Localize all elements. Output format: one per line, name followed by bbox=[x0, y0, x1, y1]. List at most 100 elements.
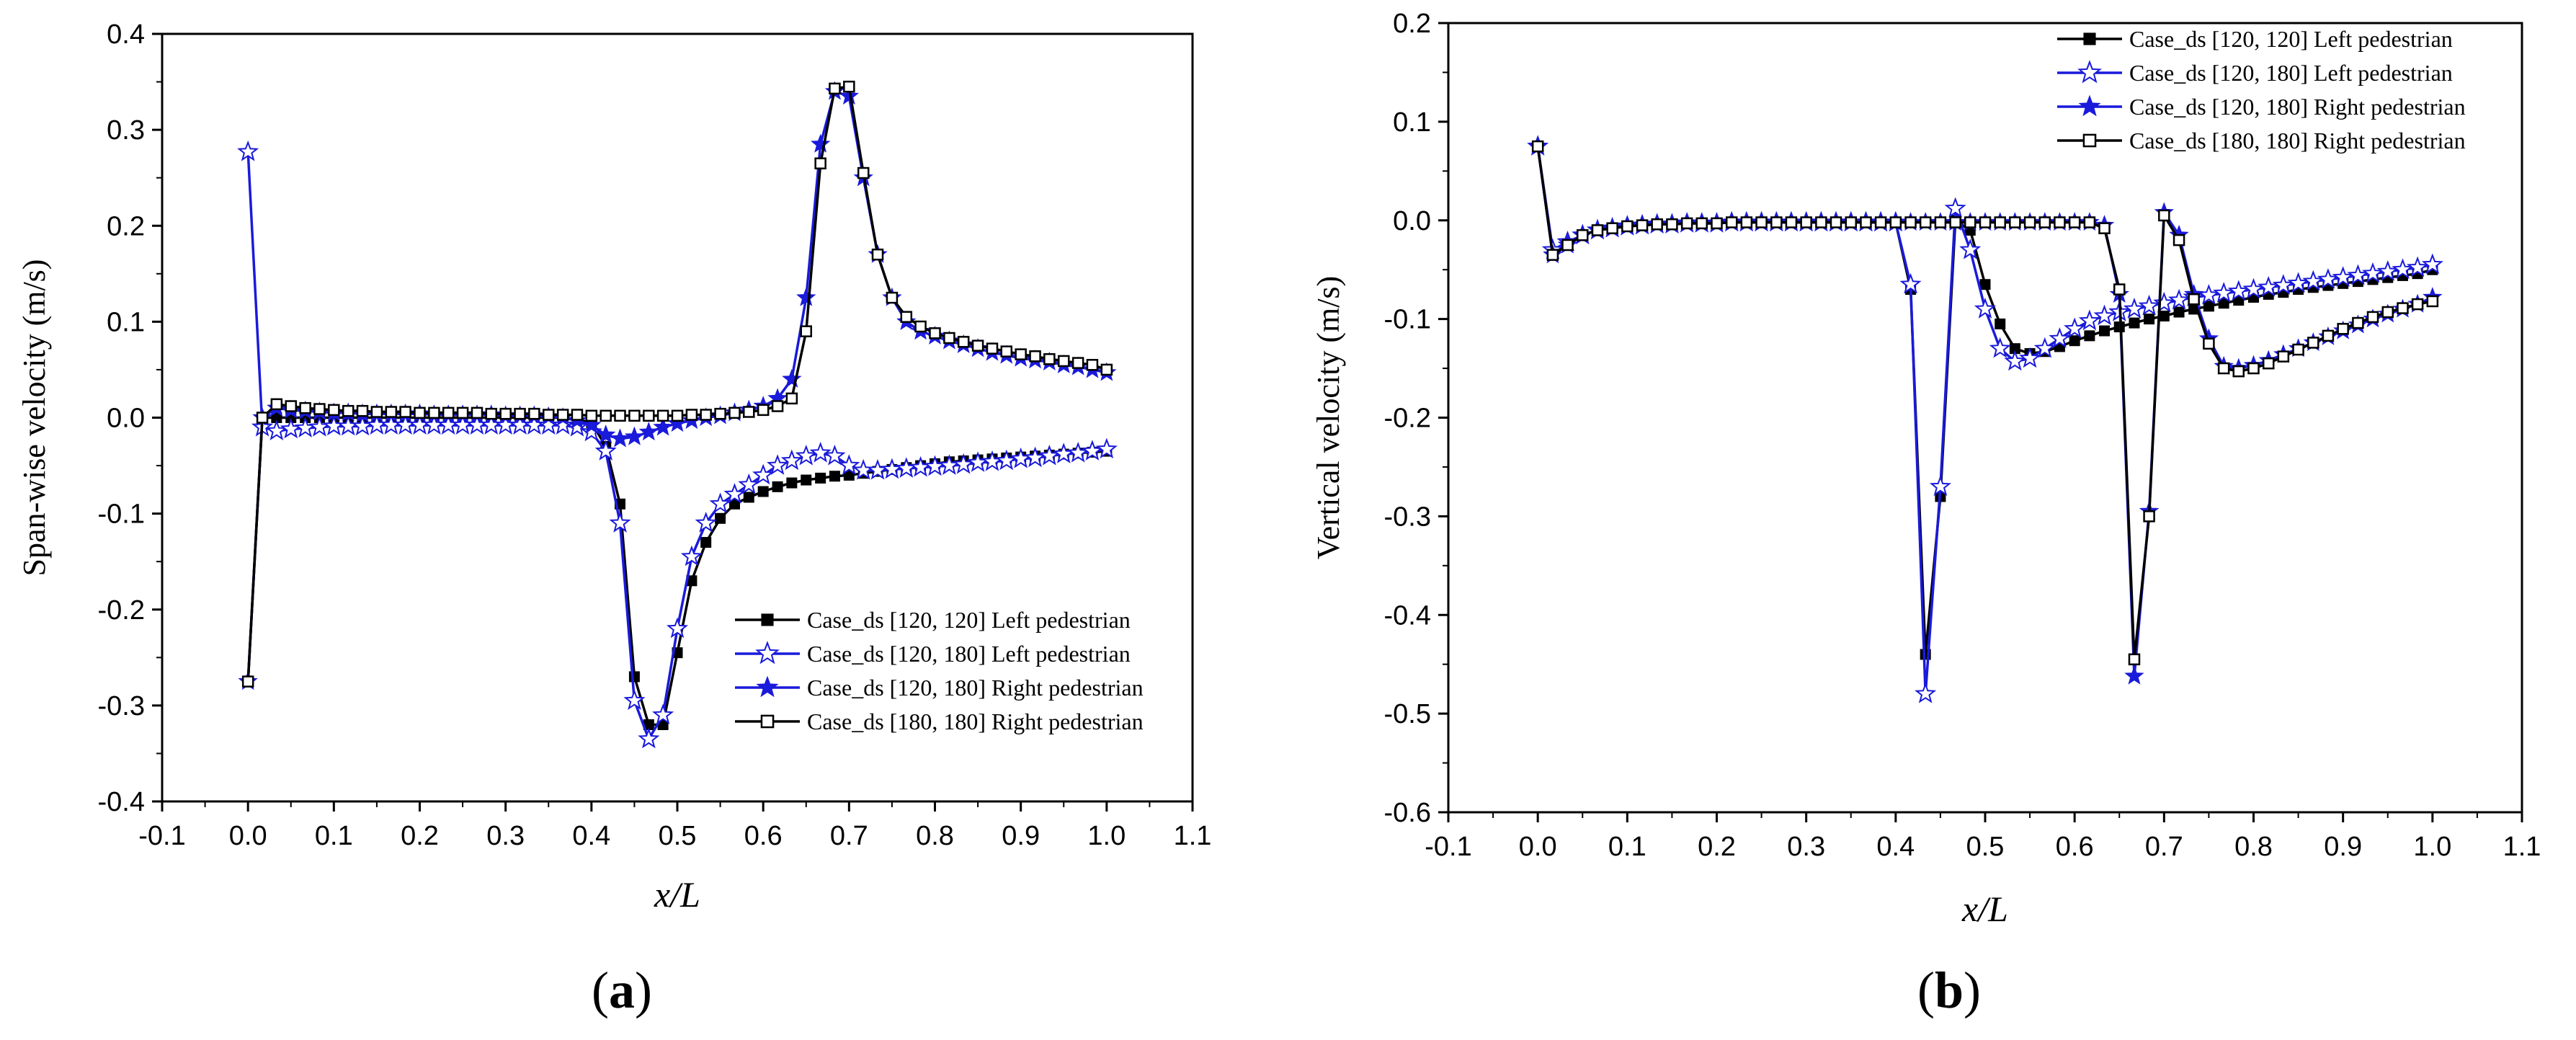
data-point bbox=[414, 406, 426, 419]
data-point bbox=[2069, 335, 2080, 347]
data-point bbox=[610, 428, 630, 448]
data-point bbox=[566, 415, 588, 437]
data-point bbox=[237, 140, 259, 161]
legend-marker bbox=[756, 675, 779, 698]
legend-item: Case_ds [120, 180] Right pedestrian bbox=[735, 675, 1144, 701]
legend-b: Case_ds [120, 120] Left pedestrian Case_d… bbox=[2057, 26, 2466, 154]
data-point bbox=[552, 414, 574, 435]
data-point bbox=[1015, 348, 1027, 360]
data-point bbox=[2038, 216, 2051, 228]
data-point bbox=[838, 454, 860, 475]
data-point bbox=[2332, 266, 2354, 288]
data-point bbox=[2138, 294, 2160, 316]
data-point bbox=[786, 477, 798, 489]
series-group-b bbox=[1527, 135, 2443, 703]
x-tick-label: 0.9 bbox=[2324, 832, 2362, 862]
x-tick-label: 1.0 bbox=[1087, 821, 1126, 851]
y-tick-label: 0.1 bbox=[107, 307, 145, 337]
data-point bbox=[1010, 447, 1032, 468]
data-point bbox=[643, 409, 655, 422]
y-tick-label: -0.1 bbox=[1384, 305, 1431, 335]
x-axis-label-a: x/L bbox=[654, 874, 700, 915]
data-point bbox=[323, 414, 345, 436]
data-point bbox=[428, 406, 440, 419]
data-point bbox=[456, 406, 469, 419]
data-point bbox=[1561, 239, 1574, 252]
x-tick-label: 1.0 bbox=[2413, 832, 2451, 862]
data-point bbox=[1038, 444, 1061, 466]
data-point bbox=[2123, 298, 2145, 319]
data-point bbox=[2411, 298, 2424, 311]
data-point bbox=[2049, 327, 2071, 348]
data-point bbox=[1989, 337, 2011, 358]
data-point bbox=[738, 473, 760, 494]
data-point bbox=[2124, 665, 2144, 685]
data-point bbox=[1899, 272, 1922, 294]
data-point bbox=[857, 166, 870, 179]
legend-item: Case_ds [120, 180] Left pedestrian bbox=[735, 641, 1131, 667]
data-point bbox=[628, 409, 641, 422]
data-point bbox=[337, 414, 360, 436]
data-point bbox=[1770, 216, 1783, 228]
data-point bbox=[815, 472, 826, 484]
data-point bbox=[342, 404, 355, 417]
panel-label-a: (a) bbox=[592, 961, 652, 1019]
data-point bbox=[1095, 437, 1118, 459]
y-tick-label: 0.0 bbox=[107, 404, 145, 434]
panel-label-b: (b) bbox=[1917, 961, 1981, 1019]
data-point bbox=[2158, 311, 2170, 322]
data-point bbox=[780, 449, 803, 471]
series-line bbox=[246, 85, 1107, 682]
data-point bbox=[2406, 256, 2429, 277]
legend-marker bbox=[2078, 94, 2101, 117]
data-point bbox=[2366, 311, 2379, 324]
data-point bbox=[2397, 302, 2409, 314]
data-point bbox=[795, 444, 817, 466]
data-point bbox=[986, 342, 999, 355]
data-point bbox=[2033, 337, 2056, 358]
data-point bbox=[2352, 316, 2364, 329]
data-point bbox=[943, 332, 955, 345]
data-point bbox=[2099, 325, 2111, 337]
x-tick-label: 1.1 bbox=[2503, 832, 2541, 862]
legend-item: Case_ds [120, 120] Left pedestrian bbox=[735, 607, 1131, 633]
y-tick-label: 0.4 bbox=[107, 19, 145, 50]
data-point bbox=[614, 409, 626, 422]
x-tick-label: 0.0 bbox=[229, 821, 267, 851]
data-point bbox=[1740, 216, 1753, 228]
data-point bbox=[1979, 279, 1991, 290]
data-point bbox=[2168, 288, 2191, 310]
data-point bbox=[2277, 350, 2290, 363]
data-point bbox=[600, 409, 612, 422]
data-point bbox=[1904, 216, 1917, 228]
data-point bbox=[623, 689, 646, 710]
data-point bbox=[809, 441, 832, 463]
x-tick-label: 0.5 bbox=[659, 821, 697, 851]
data-point bbox=[796, 287, 816, 306]
data-point bbox=[2307, 337, 2319, 349]
panel-b: -0.1 0.0 0.1 0.2 0.3 0.4 0.5 0.6 0.7 0.8 0.9 1.0 1.1… bbox=[1311, 9, 2541, 1019]
x-tick-label: 1.1 bbox=[1174, 821, 1212, 851]
data-point bbox=[1024, 446, 1046, 468]
data-point bbox=[771, 400, 784, 412]
data-point bbox=[2173, 306, 2185, 318]
legend-marker bbox=[755, 641, 780, 665]
data-point bbox=[370, 406, 383, 418]
data-point bbox=[652, 703, 674, 724]
data-point bbox=[2272, 274, 2294, 295]
data-point bbox=[801, 474, 812, 486]
data-point bbox=[556, 409, 569, 421]
data-point bbox=[671, 409, 684, 422]
data-point bbox=[767, 454, 789, 475]
data-point bbox=[2093, 304, 2116, 326]
x-tick-label: 0.3 bbox=[486, 821, 525, 851]
data-point bbox=[914, 320, 927, 333]
y-tick-label: 0.2 bbox=[107, 211, 145, 241]
y-tick-label: -0.2 bbox=[98, 595, 145, 626]
legend-marker bbox=[2077, 60, 2102, 84]
data-point bbox=[399, 406, 411, 418]
data-point bbox=[2203, 301, 2214, 312]
panel-a: -0.1 0.0 0.1 0.2 0.3 0.4 0.5 0.6 0.7 0.8 0.9 1.0 1.1… bbox=[17, 19, 1211, 1019]
data-point bbox=[528, 407, 540, 420]
